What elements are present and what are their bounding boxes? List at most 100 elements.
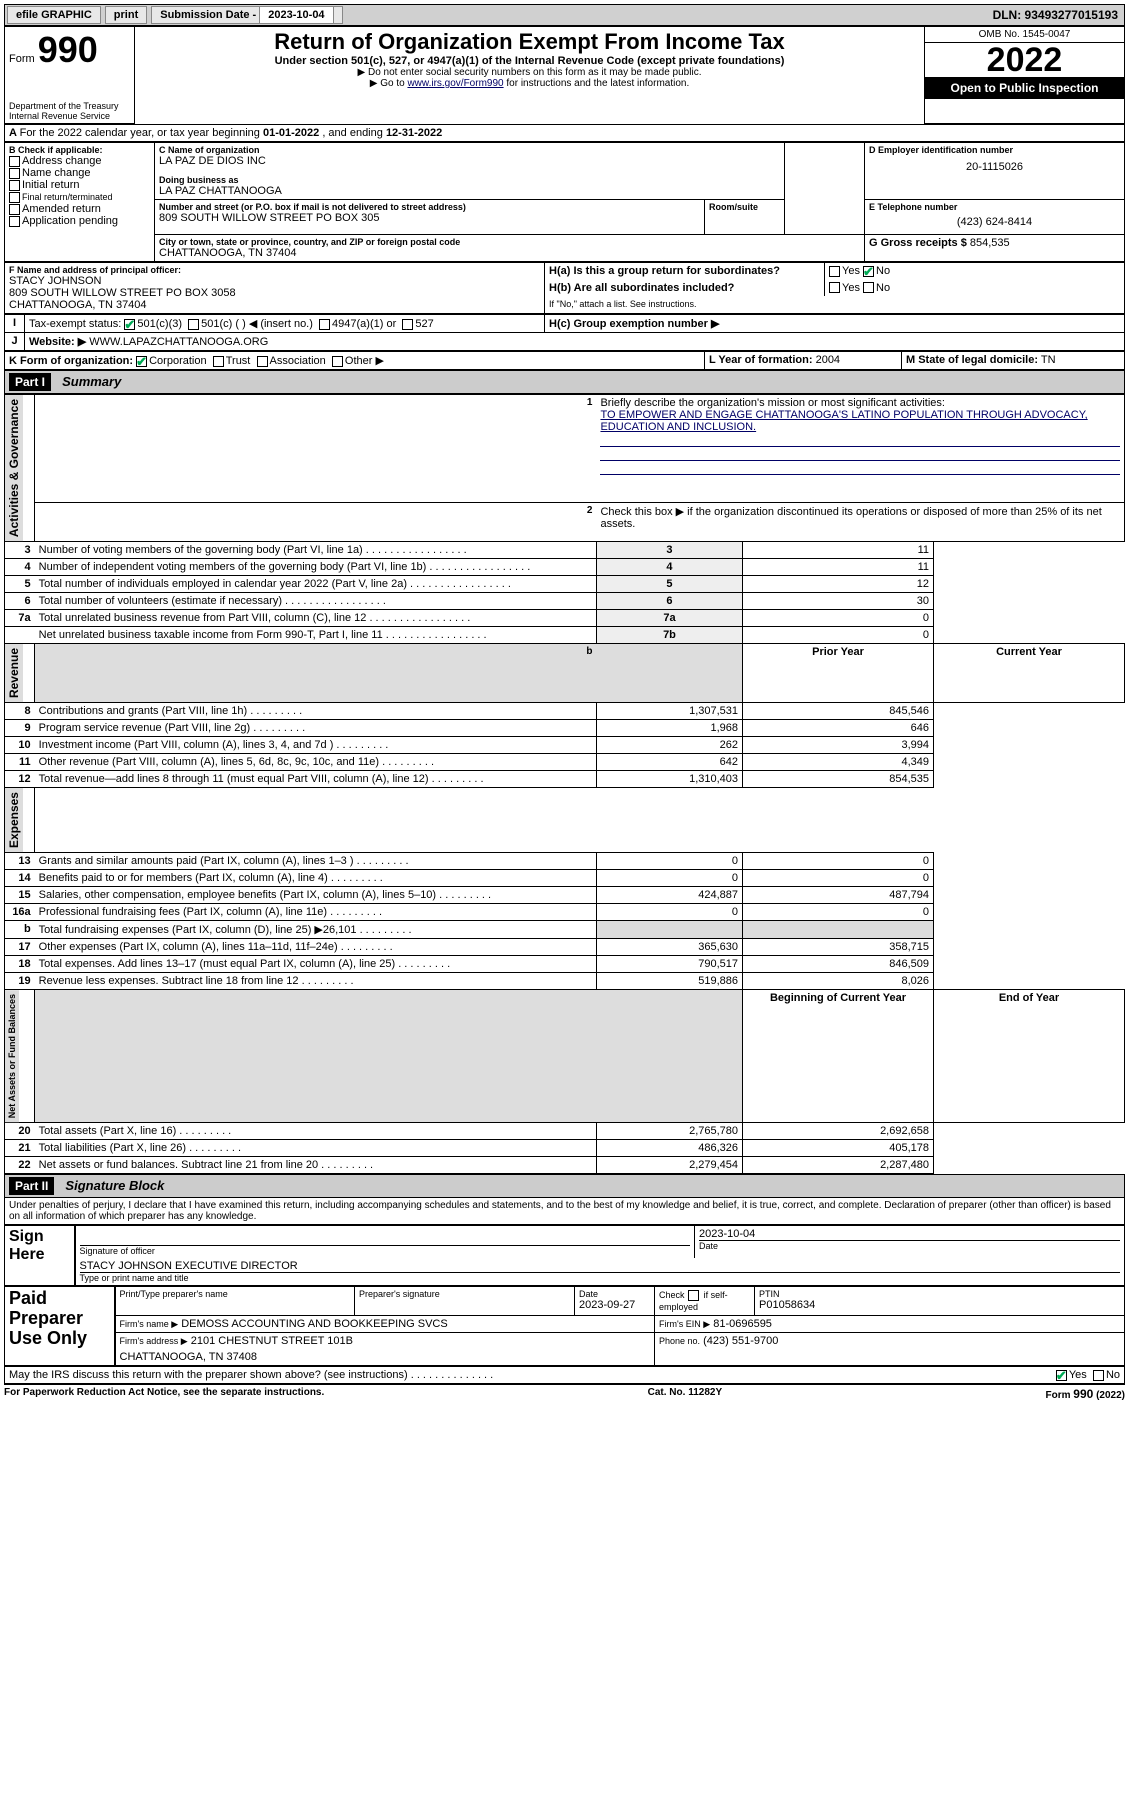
line-desc: Program service revenue (Part VIII, line… [35, 720, 597, 737]
org-name-label: C Name of organization [159, 145, 780, 155]
boxM-row: M State of legal domicile: TN [901, 352, 1124, 370]
ha-no-checkbox[interactable] [863, 266, 874, 277]
501c3-checkbox[interactable] [124, 319, 135, 330]
trust-checkbox[interactable] [213, 356, 224, 367]
prior-value: 486,326 [596, 1140, 742, 1157]
summary-row: 12Total revenue—add lines 8 through 11 (… [5, 771, 1125, 788]
page-footer: For Paperwork Reduction Act Notice, see … [4, 1384, 1125, 1403]
street-value: 809 SOUTH WILLOW STREET PO BOX 305 [159, 212, 700, 224]
line-desc: Other revenue (Part VIII, column (A), li… [35, 754, 597, 771]
form-title: Return of Organization Exempt From Incom… [139, 29, 920, 55]
other-label: Other ▶ [345, 355, 384, 367]
line-num: 12 [5, 771, 35, 788]
line-desc: Revenue less expenses. Subtract line 18 … [35, 973, 597, 990]
dba-name: LA PAZ CHATTANOOGA [159, 185, 780, 197]
efile-button[interactable]: efile GRAPHIC [7, 6, 101, 24]
line-num: 16a [5, 904, 35, 921]
line-box: 6 [596, 593, 742, 610]
instr-1: ▶ Do not enter social security numbers o… [139, 67, 920, 78]
prior-value: 2,765,780 [596, 1123, 742, 1140]
discuss-yes-checkbox[interactable] [1056, 1370, 1067, 1381]
ha-yes-checkbox[interactable] [829, 266, 840, 277]
gross-label: G Gross receipts $ [869, 237, 967, 249]
corp-checkbox[interactable] [136, 356, 147, 367]
sign-date: 2023-10-04 [699, 1228, 1120, 1241]
boxL-label: L Year of formation: [709, 354, 813, 366]
amended-label: Amended return [22, 203, 101, 215]
assoc-checkbox[interactable] [257, 356, 268, 367]
line-desc: Total unrelated business revenue from Pa… [35, 610, 597, 627]
summary-row: 10Investment income (Part VIII, column (… [5, 737, 1125, 754]
line-value: 11 [743, 542, 934, 559]
irs-label: Internal Revenue Service [9, 111, 130, 121]
501c-checkbox[interactable] [188, 319, 199, 330]
line-desc: Professional fundraising fees (Part IX, … [35, 904, 597, 921]
line-desc: Number of voting members of the governin… [35, 542, 597, 559]
4947-checkbox[interactable] [319, 319, 330, 330]
line-desc: Total number of individuals employed in … [35, 576, 597, 593]
final-return-checkbox[interactable] [9, 192, 20, 203]
period-mid: , and ending [322, 127, 386, 139]
line-box: 7a [596, 610, 742, 627]
initial-return-checkbox[interactable] [9, 180, 20, 191]
line-desc: Total liabilities (Part X, line 26) . . … [35, 1140, 597, 1157]
ein-label: D Employer identification number [869, 145, 1120, 155]
line-box: 5 [596, 576, 742, 593]
line-value: 11 [743, 559, 934, 576]
other-checkbox[interactable] [332, 356, 343, 367]
officer-name-label: Type or print name and title [80, 1273, 1121, 1283]
hb-note: If "No," attach a list. See instructions… [549, 299, 696, 309]
line-desc: Other expenses (Part IX, column (A), lin… [35, 939, 597, 956]
addr-change-checkbox[interactable] [9, 156, 20, 167]
summary-row: Net unrelated business taxable income fr… [5, 627, 1125, 644]
amended-checkbox[interactable] [9, 204, 20, 215]
discuss-question: May the IRS discuss this return with the… [5, 1367, 965, 1384]
line-desc: Total fundraising expenses (Part IX, col… [35, 921, 597, 939]
hb-no-checkbox[interactable] [863, 282, 874, 293]
firm-name: DEMOSS ACCOUNTING AND BOOKKEEPING SVCS [181, 1318, 448, 1330]
instr-link[interactable]: www.irs.gov/Form990 [407, 78, 503, 89]
discuss-text: May the IRS discuss this return with the… [9, 1369, 408, 1381]
firm-addr-label: Firm's address ▶ [120, 1336, 188, 1346]
prior-value: 424,887 [596, 887, 742, 904]
line-desc: Total number of volunteers (estimate if … [35, 593, 597, 610]
current-value: 0 [743, 904, 934, 921]
row-I: I [5, 315, 25, 333]
line-desc: Grants and similar amounts paid (Part IX… [35, 853, 597, 870]
name-change-label: Name change [22, 167, 91, 179]
sig-officer-label: Signature of officer [80, 1246, 691, 1256]
website-label: Website: ▶ [29, 336, 86, 348]
col-prior: Prior Year [743, 644, 934, 703]
footer-left: For Paperwork Reduction Act Notice, see … [4, 1387, 324, 1401]
line-box: 4 [596, 559, 742, 576]
app-pending-checkbox[interactable] [9, 216, 20, 227]
line-num: 13 [5, 853, 35, 870]
summary-row: 15Salaries, other compensation, employee… [5, 887, 1125, 904]
line-desc: Salaries, other compensation, employee b… [35, 887, 597, 904]
officer-addr1: 809 SOUTH WILLOW STREET PO BOX 3058 [9, 287, 540, 299]
line-box: 3 [596, 542, 742, 559]
ha-yes-label: Yes [842, 265, 860, 277]
line-value: 0 [743, 627, 934, 644]
form-header: Form 990 Department of the Treasury Inte… [4, 26, 1125, 124]
line-desc: Net assets or fund balances. Subtract li… [35, 1157, 597, 1174]
assoc-label: Association [270, 355, 326, 367]
final-return-label: Final return/terminated [22, 192, 113, 202]
part2-title: Signature Block [57, 1178, 164, 1193]
527-checkbox[interactable] [402, 319, 413, 330]
hb-label: H(b) Are all subordinates included? [549, 282, 734, 294]
summary-row: 9Program service revenue (Part VIII, lin… [5, 720, 1125, 737]
col-end: End of Year [934, 990, 1125, 1123]
self-emp-checkbox[interactable] [688, 1290, 699, 1301]
prior-value [596, 921, 742, 939]
period-pre: For the 2022 calendar year, or tax year … [20, 127, 263, 139]
discuss-no-checkbox[interactable] [1093, 1370, 1104, 1381]
current-value: 8,026 [743, 973, 934, 990]
prior-value: 365,630 [596, 939, 742, 956]
website-value: WWW.LAPAZCHATTANOOGA.ORG [89, 336, 268, 348]
print-button[interactable]: print [105, 6, 147, 24]
city-label: City or town, state or province, country… [159, 237, 860, 247]
hb-yes-checkbox[interactable] [829, 282, 840, 293]
boxK-label: K Form of organization: [9, 355, 133, 367]
name-change-checkbox[interactable] [9, 168, 20, 179]
